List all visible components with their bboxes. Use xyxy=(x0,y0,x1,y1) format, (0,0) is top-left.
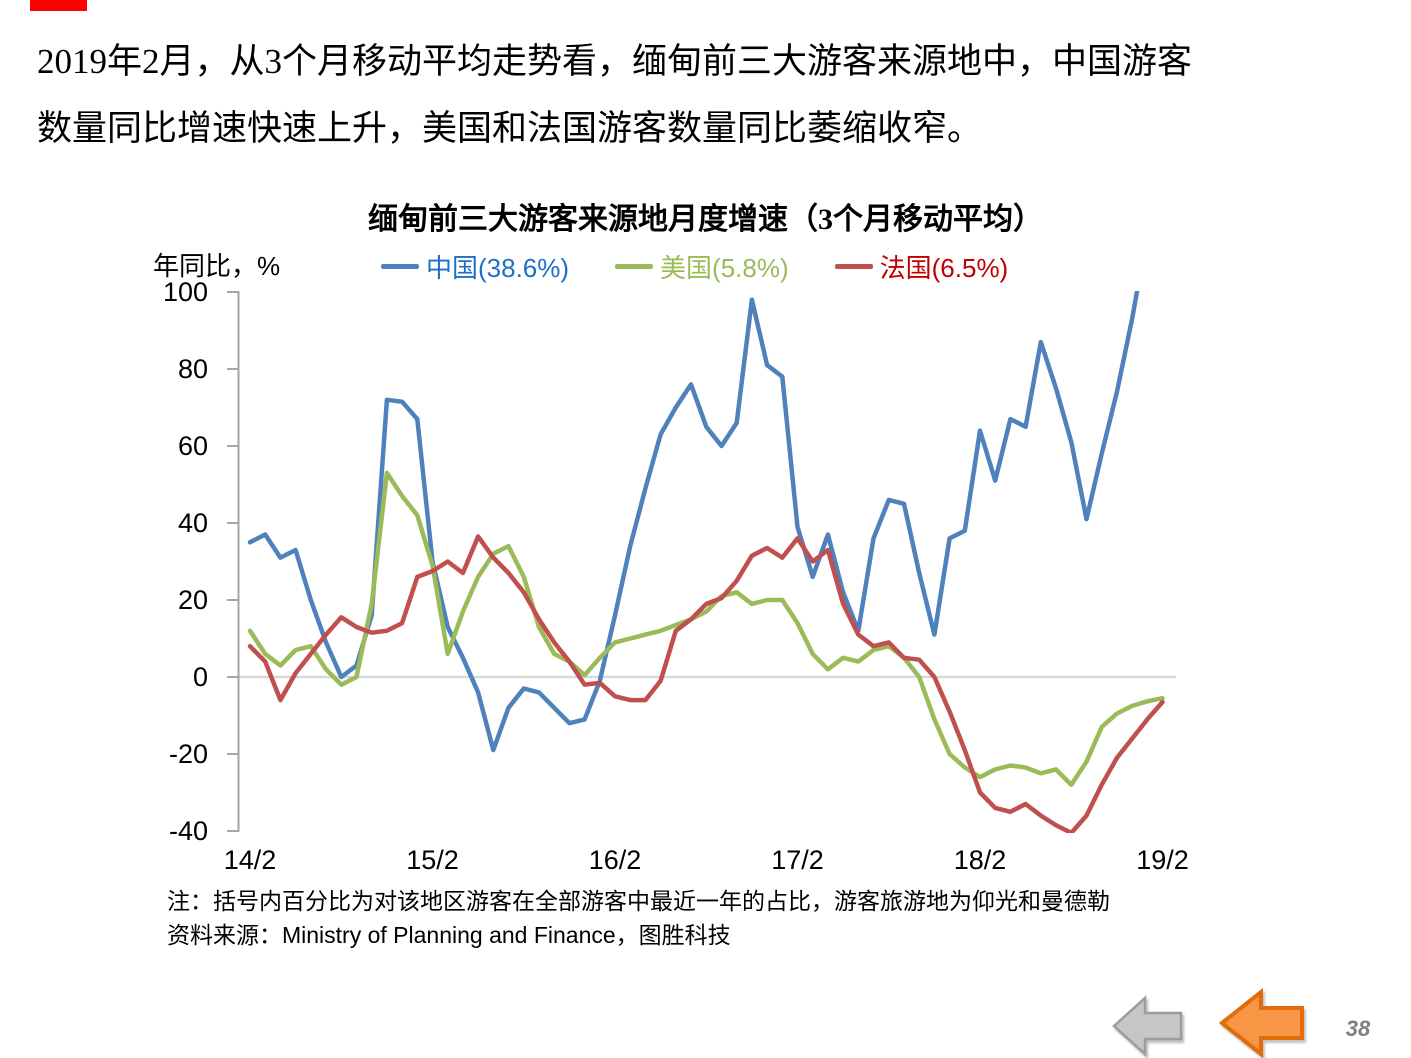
source-line: 资料来源：Ministry of Planning and Finance，图胜… xyxy=(167,922,731,948)
y-axis-unit-label: 年同比，% xyxy=(153,251,281,281)
chart-notes: 注：括号内百分比为对该地区游客在全部游客中最近一年的占比，游客旅游地为仰光和曼德… xyxy=(167,884,1317,952)
y-tick-label: -40 xyxy=(168,816,208,846)
y-tick-label: -20 xyxy=(168,739,208,769)
legend-item-usa: 美国(5.8%) xyxy=(615,248,789,285)
heading-line-1: 2019年2月，从3个月移动平均走势看，缅甸前三大游客来源地中，中国游客 xyxy=(37,42,1193,81)
nav-back-arrow-gray[interactable] xyxy=(1112,995,1183,1057)
nav-back-arrow-orange[interactable] xyxy=(1218,987,1304,1058)
heading-line-2: 数量同比增速快速上升，美国和法国游客数量同比萎缩收窄。 xyxy=(37,109,983,148)
legend-item-china: 中国(38.6%) xyxy=(381,248,569,285)
y-tick-label: 100 xyxy=(162,277,208,307)
chart-title: 缅甸前三大游客来源地月度增速（3个月移动平均） xyxy=(368,203,1043,236)
x-tick-label: 16/2 xyxy=(588,845,642,875)
y-tick-label: 60 xyxy=(177,431,208,461)
x-tick-label: 18/2 xyxy=(953,845,1007,875)
x-tick-label: 15/2 xyxy=(406,845,459,875)
y-axis xyxy=(227,291,240,832)
chart-legend: 中国(38.6%) 美国(5.8%) 法国(6.5%) xyxy=(381,248,1008,285)
legend-label-france: 法国(6.5%) xyxy=(879,253,1009,283)
y-tick-label: 0 xyxy=(192,662,208,692)
legend-item-france: 法国(6.5%) xyxy=(834,248,1009,285)
x-tick-label: 17/2 xyxy=(771,845,824,875)
y-tick-label: 20 xyxy=(177,585,208,615)
legend-dash-france-icon xyxy=(834,264,873,269)
page-number: 38 xyxy=(1345,1016,1371,1041)
legend-label-usa: 美国(5.8%) xyxy=(660,253,789,283)
heading: 2019年2月，从3个月移动平均走势看，缅甸前三大游客来源地中，中国游客 数量同… xyxy=(37,28,1382,162)
x-tick-label: 19/2 xyxy=(1136,845,1189,875)
series-line-法国(6.5%) xyxy=(247,534,1165,833)
y-tick-label: 40 xyxy=(177,508,208,538)
y-tick-label: 80 xyxy=(177,354,208,384)
legend-dash-china-icon xyxy=(381,264,419,269)
legend-label-china: 中国(38.6%) xyxy=(426,253,570,283)
x-tick-label: 14/2 xyxy=(223,845,277,875)
note-line: 注：括号内百分比为对该地区游客在全部游客中最近一年的占比，游客旅游地为仰光和曼德… xyxy=(167,888,1110,914)
corner-accent-mark xyxy=(30,0,87,11)
legend-dash-usa-icon xyxy=(615,264,654,269)
series-line-美国(5.8%) xyxy=(247,470,1165,788)
